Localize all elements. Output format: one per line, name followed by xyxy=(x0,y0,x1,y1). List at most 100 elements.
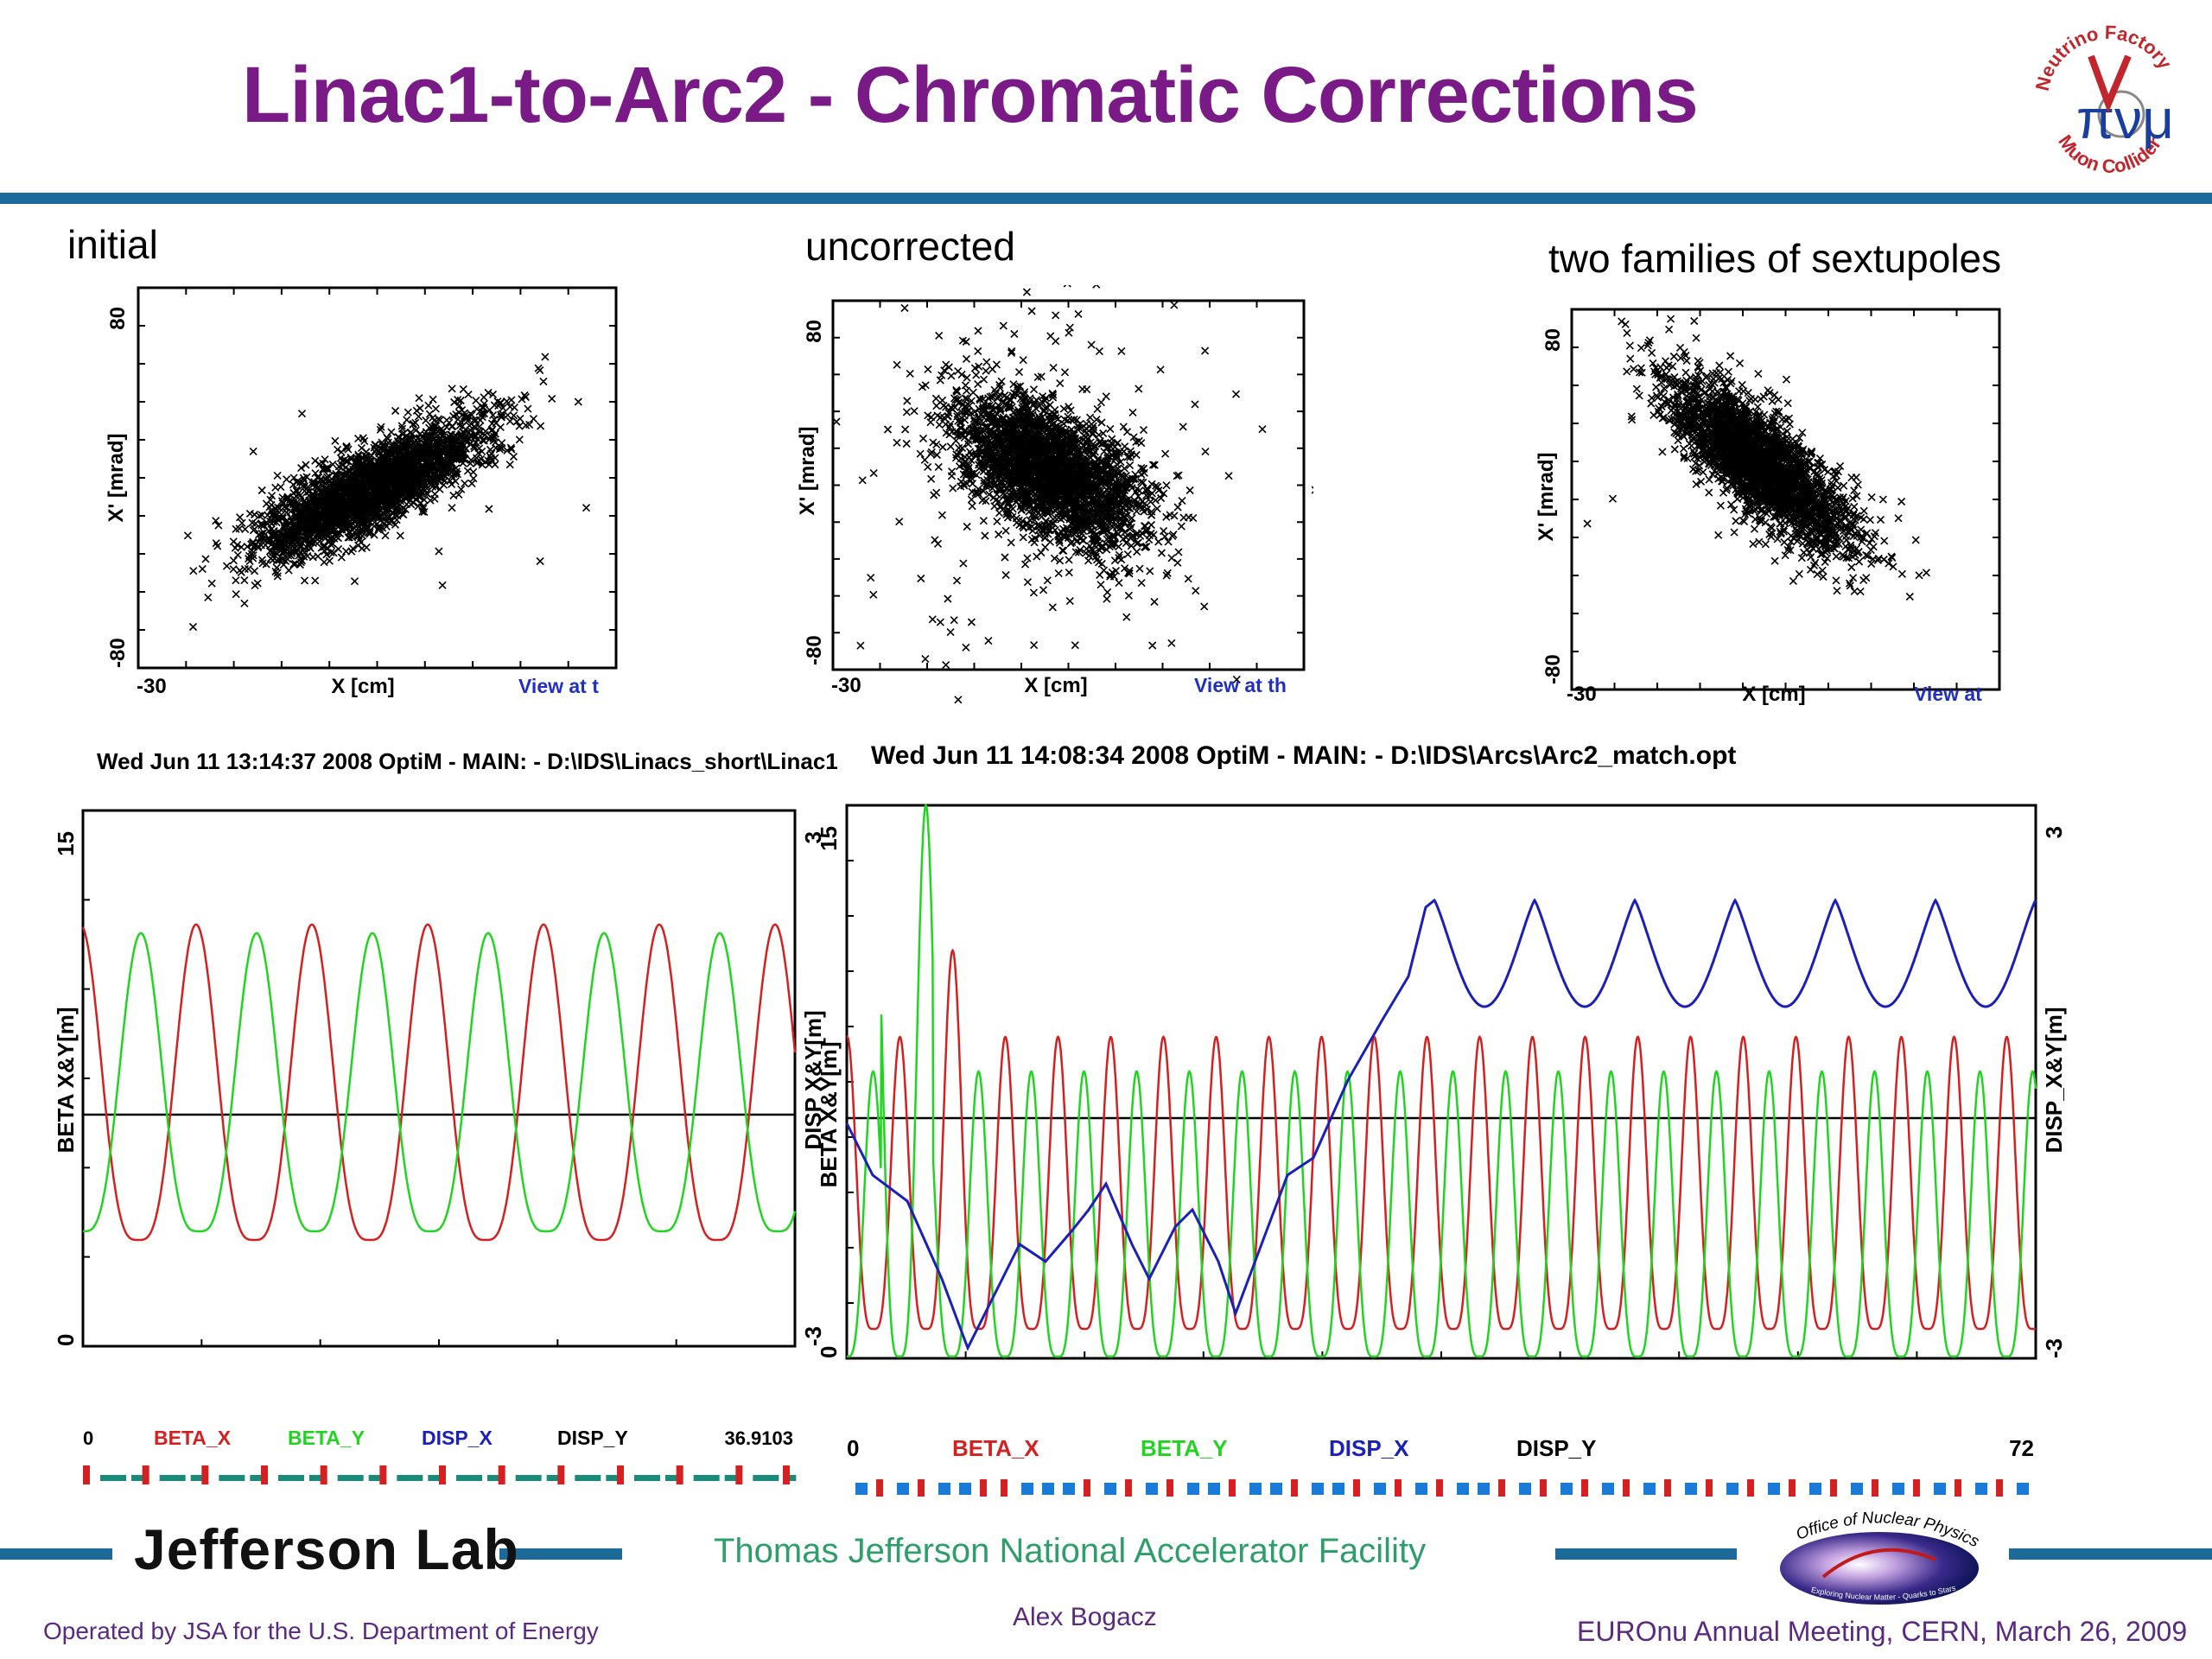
x-axis-label: X [cm] xyxy=(331,675,394,698)
lattice-element-marker xyxy=(753,1475,779,1481)
view-label: View at th xyxy=(1194,674,1287,696)
axis-ticks xyxy=(200,1339,677,1346)
lattice-element-marker xyxy=(142,1465,149,1484)
view-label: View at xyxy=(1914,683,1982,705)
axis-ticks xyxy=(83,899,90,1258)
lattice-element-marker xyxy=(1643,1483,1656,1495)
lattice-element-marker xyxy=(1706,1479,1713,1497)
lattice-plot-linac1: 15 0 BETA X&Y[m] 3 -3 DISP X&Y[m] 0 36.9… xyxy=(53,809,826,1484)
meeting-info: EUROnu Annual Meeting, CERN, March 26, 2… xyxy=(1577,1616,2188,1647)
lattice-right-header: Wed Jun 11 14:08:34 2008 OptiM - MAIN: -… xyxy=(871,741,1737,770)
axis-ticks xyxy=(1572,346,1579,652)
lattice-element-marker xyxy=(784,1475,797,1481)
x-min-label: -30 xyxy=(831,674,861,697)
legend-disp-y: DISP_Y xyxy=(557,1427,628,1449)
lattice-element-marker xyxy=(83,1465,90,1484)
lattice-element-marker xyxy=(131,1475,143,1481)
view-label: View at t xyxy=(518,675,599,697)
legend-beta-x: BETA_X xyxy=(952,1435,1039,1461)
scatter-points xyxy=(183,353,591,632)
lattice-element-marker xyxy=(1830,1479,1837,1497)
lattice-element-marker xyxy=(1560,1483,1573,1495)
lattice-element-marker xyxy=(918,1479,925,1497)
footer-bar-left xyxy=(0,1548,112,1560)
lattice-element-marker xyxy=(575,1475,601,1481)
legend-disp-x: DISP_X xyxy=(422,1427,493,1449)
x-axis-label: X [cm] xyxy=(1742,683,1805,706)
y-left-max: 15 xyxy=(53,831,79,856)
axis-ticks xyxy=(879,301,1258,308)
lattice-element-marker xyxy=(379,1465,387,1484)
lattice-element-marker xyxy=(634,1475,660,1481)
office-nuclear-physics-logo: Office of Nuclear Physics Exploring Nucl… xyxy=(1780,1509,1982,1605)
lattice-element-marker xyxy=(1789,1479,1796,1497)
y-min-label: -80 xyxy=(803,635,826,665)
axis-ticks xyxy=(847,860,854,1304)
y-left-min: 0 xyxy=(821,1346,842,1358)
y-right-max: 3 xyxy=(2041,826,2067,838)
lattice-element-marker xyxy=(1519,1483,1531,1495)
lattice-element-marker xyxy=(1063,1483,1075,1495)
y-right-min: -3 xyxy=(2041,1338,2067,1358)
phase-space-plot-uncorrected: 80 -80 X' [mrad] -30 X [cm] View at th xyxy=(796,285,1313,704)
lattice-element-marker xyxy=(959,1483,971,1495)
y-axis-label: X' [mrad] xyxy=(1535,452,1558,541)
lattice-element-marker xyxy=(1747,1479,1754,1497)
footer-bar-mid xyxy=(499,1548,622,1560)
lattice-element-marker xyxy=(1457,1483,1469,1495)
lattice-element-marker xyxy=(1872,1479,1878,1497)
lattice-element-marker xyxy=(498,1465,505,1484)
x-min-label: -30 xyxy=(137,675,167,698)
lattice-element-marker xyxy=(676,1465,683,1484)
axis-ticks xyxy=(609,325,616,631)
lattice-element-marker xyxy=(980,1479,987,1497)
lattice-element-marker xyxy=(1125,1479,1132,1497)
lattice-element-marker xyxy=(487,1475,499,1481)
lattice-element-marker xyxy=(368,1475,381,1481)
neutrino-factory-logo: Neutrino Factory Muon Collider πνμ xyxy=(2031,22,2177,177)
footer-bar-far-right xyxy=(2009,1548,2212,1560)
lattice-element-marker xyxy=(1768,1483,1780,1495)
lattice-element-marker xyxy=(1249,1483,1262,1495)
lattice-element-marker xyxy=(159,1475,186,1481)
lattice-element-marker xyxy=(397,1475,423,1481)
y-right-label: DISP_X&Y[m] xyxy=(2041,1007,2067,1153)
lattice-element-marker xyxy=(219,1475,245,1481)
footer-bar-right xyxy=(1555,1548,1737,1560)
lattice-element-marker xyxy=(1208,1483,1220,1495)
lattice-element-marker xyxy=(1001,1479,1007,1497)
x-axis-label: X [cm] xyxy=(1024,674,1087,697)
y-left-max: 15 xyxy=(821,826,842,851)
facility-name: Thomas Jefferson National Accelerator Fa… xyxy=(714,1532,1427,1570)
lattice-element-marker xyxy=(1291,1479,1298,1497)
y-right-label: DISP X&Y[m] xyxy=(800,1010,826,1149)
lattice-element-marker xyxy=(1664,1479,1671,1497)
y-max-label: 80 xyxy=(1541,328,1565,352)
legend-beta-x: BETA_X xyxy=(154,1427,232,1449)
axis-ticks xyxy=(964,1351,1918,1358)
lattice-element-marker xyxy=(1270,1483,1282,1495)
header-divider xyxy=(0,193,2212,204)
lattice-element-marker xyxy=(1478,1483,1490,1495)
legend-beta-y: BETA_Y xyxy=(1141,1435,1228,1461)
lattice-element-marker xyxy=(693,1475,720,1481)
lattice-element-marker xyxy=(546,1475,559,1481)
lattice-element-marker xyxy=(1146,1483,1158,1495)
x-max-label: 36.9103 xyxy=(724,1427,793,1449)
x-min-label: -30 xyxy=(1567,683,1597,706)
y-left-label: BETA X&Y[m] xyxy=(821,1042,842,1188)
lattice-element-marker xyxy=(515,1475,542,1481)
axis-ticks xyxy=(1613,683,1958,690)
lattice-element-marker xyxy=(1851,1483,1863,1495)
lattice-element-marker xyxy=(1229,1479,1236,1497)
axis-ticks xyxy=(1613,309,1958,316)
lattice-left-header: Wed Jun 11 13:14:37 2008 OptiM - MAIN: -… xyxy=(97,748,838,774)
lattice-element-marker xyxy=(278,1475,304,1481)
lattice-element-marker xyxy=(1187,1483,1199,1495)
author-name: Alex Bogacz xyxy=(1013,1603,1157,1631)
axis-ticks xyxy=(1993,346,1999,652)
lattice-element-marker xyxy=(1955,1479,1961,1497)
x-min-label: 0 xyxy=(847,1435,859,1461)
legend-disp-y: DISP_Y xyxy=(1516,1435,1597,1461)
lattice-element-marker xyxy=(1540,1479,1547,1497)
